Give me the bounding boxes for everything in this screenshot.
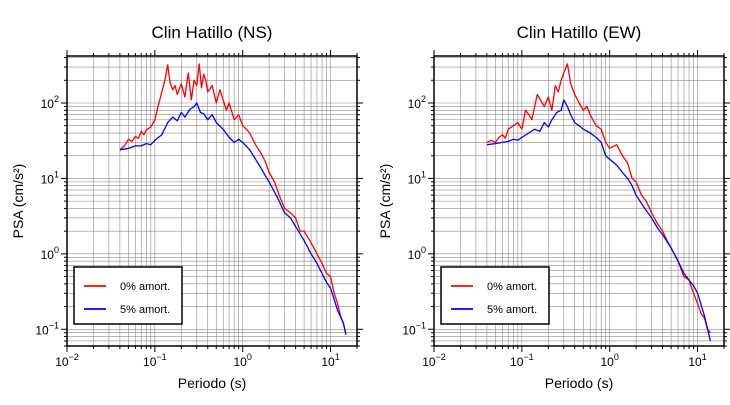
plot-frame	[66, 55, 358, 347]
x-tick-exp: 0	[614, 352, 619, 362]
y-tick-exp: 0	[421, 245, 426, 255]
legend-label: 5% amort.	[120, 304, 170, 316]
x-tick-exp: −1	[156, 352, 166, 362]
x-tick-base: 10	[55, 355, 69, 369]
y-tick-base: 10	[402, 323, 416, 337]
y-tick-label: 10−1	[35, 320, 59, 337]
y-tick-label: 101	[408, 169, 426, 186]
x-tick-label: 10−1	[510, 352, 534, 369]
y-tick-exp: 1	[421, 169, 426, 179]
y-tick-base: 10	[41, 172, 55, 186]
legend-label: 0% amort.	[487, 281, 537, 293]
chart-title: Clin Hatillo (EW)	[517, 23, 642, 42]
y-tick-exp: −1	[416, 320, 426, 330]
legend-label: 5% amort.	[487, 304, 537, 316]
plot-frame	[433, 55, 725, 347]
y-tick-label: 101	[41, 169, 59, 186]
legend-box	[440, 266, 550, 325]
legend-box	[73, 266, 183, 325]
series-line-blue	[486, 99, 712, 342]
series-line-blue	[119, 102, 347, 335]
x-tick-label: 10−2	[422, 352, 446, 369]
y-axis-label: PSA (cm/s²)	[377, 164, 393, 239]
x-tick-base: 10	[510, 355, 524, 369]
x-tick-base: 10	[688, 355, 702, 369]
y-tick-exp: 0	[54, 245, 59, 255]
x-axis-label: Periodo (s)	[545, 375, 613, 391]
x-tick-exp: 1	[702, 352, 707, 362]
y-tick-exp: 1	[54, 169, 59, 179]
x-tick-base: 10	[601, 355, 615, 369]
y-tick-base: 10	[41, 97, 55, 111]
legend: 0% amort. 5% amort.	[440, 266, 550, 325]
y-tick-base: 10	[35, 323, 49, 337]
y-tick-label: 10−1	[402, 320, 426, 337]
y-tick-exp: −1	[49, 320, 59, 330]
x-tick-exp: 1	[335, 352, 340, 362]
x-tick-label: 101	[688, 352, 706, 369]
y-axis-label: PSA (cm/s²)	[10, 164, 26, 239]
chart-title: Clin Hatillo (NS)	[152, 23, 273, 42]
legend-label: 0% amort.	[120, 281, 170, 293]
legend: 0% amort. 5% amort.	[73, 266, 183, 325]
y-tick-label: 102	[408, 94, 426, 111]
y-tick-base: 10	[408, 248, 422, 262]
y-tick-exp: 2	[54, 94, 59, 104]
x-tick-label: 100	[234, 352, 252, 369]
y-tick-label: 102	[41, 94, 59, 111]
x-tick-base: 10	[422, 355, 436, 369]
y-tick-label: 100	[41, 245, 59, 262]
x-tick-base: 10	[321, 355, 335, 369]
x-tick-exp: 0	[247, 352, 252, 362]
x-tick-label: 101	[321, 352, 339, 369]
x-tick-base: 10	[234, 355, 248, 369]
x-tick-exp: −2	[69, 352, 79, 362]
y-tick-base: 10	[41, 248, 55, 262]
y-tick-label: 100	[408, 245, 426, 262]
x-tick-exp: −2	[436, 352, 446, 362]
x-tick-exp: −1	[523, 352, 533, 362]
y-tick-base: 10	[408, 172, 422, 186]
series-line-red	[119, 63, 347, 335]
x-tick-base: 10	[143, 355, 157, 369]
x-tick-label: 10−1	[143, 352, 167, 369]
x-tick-label: 100	[601, 352, 619, 369]
x-axis-label: Periodo (s)	[178, 375, 246, 391]
y-tick-exp: 2	[421, 94, 426, 104]
x-tick-label: 10−2	[55, 352, 79, 369]
y-tick-base: 10	[408, 97, 422, 111]
